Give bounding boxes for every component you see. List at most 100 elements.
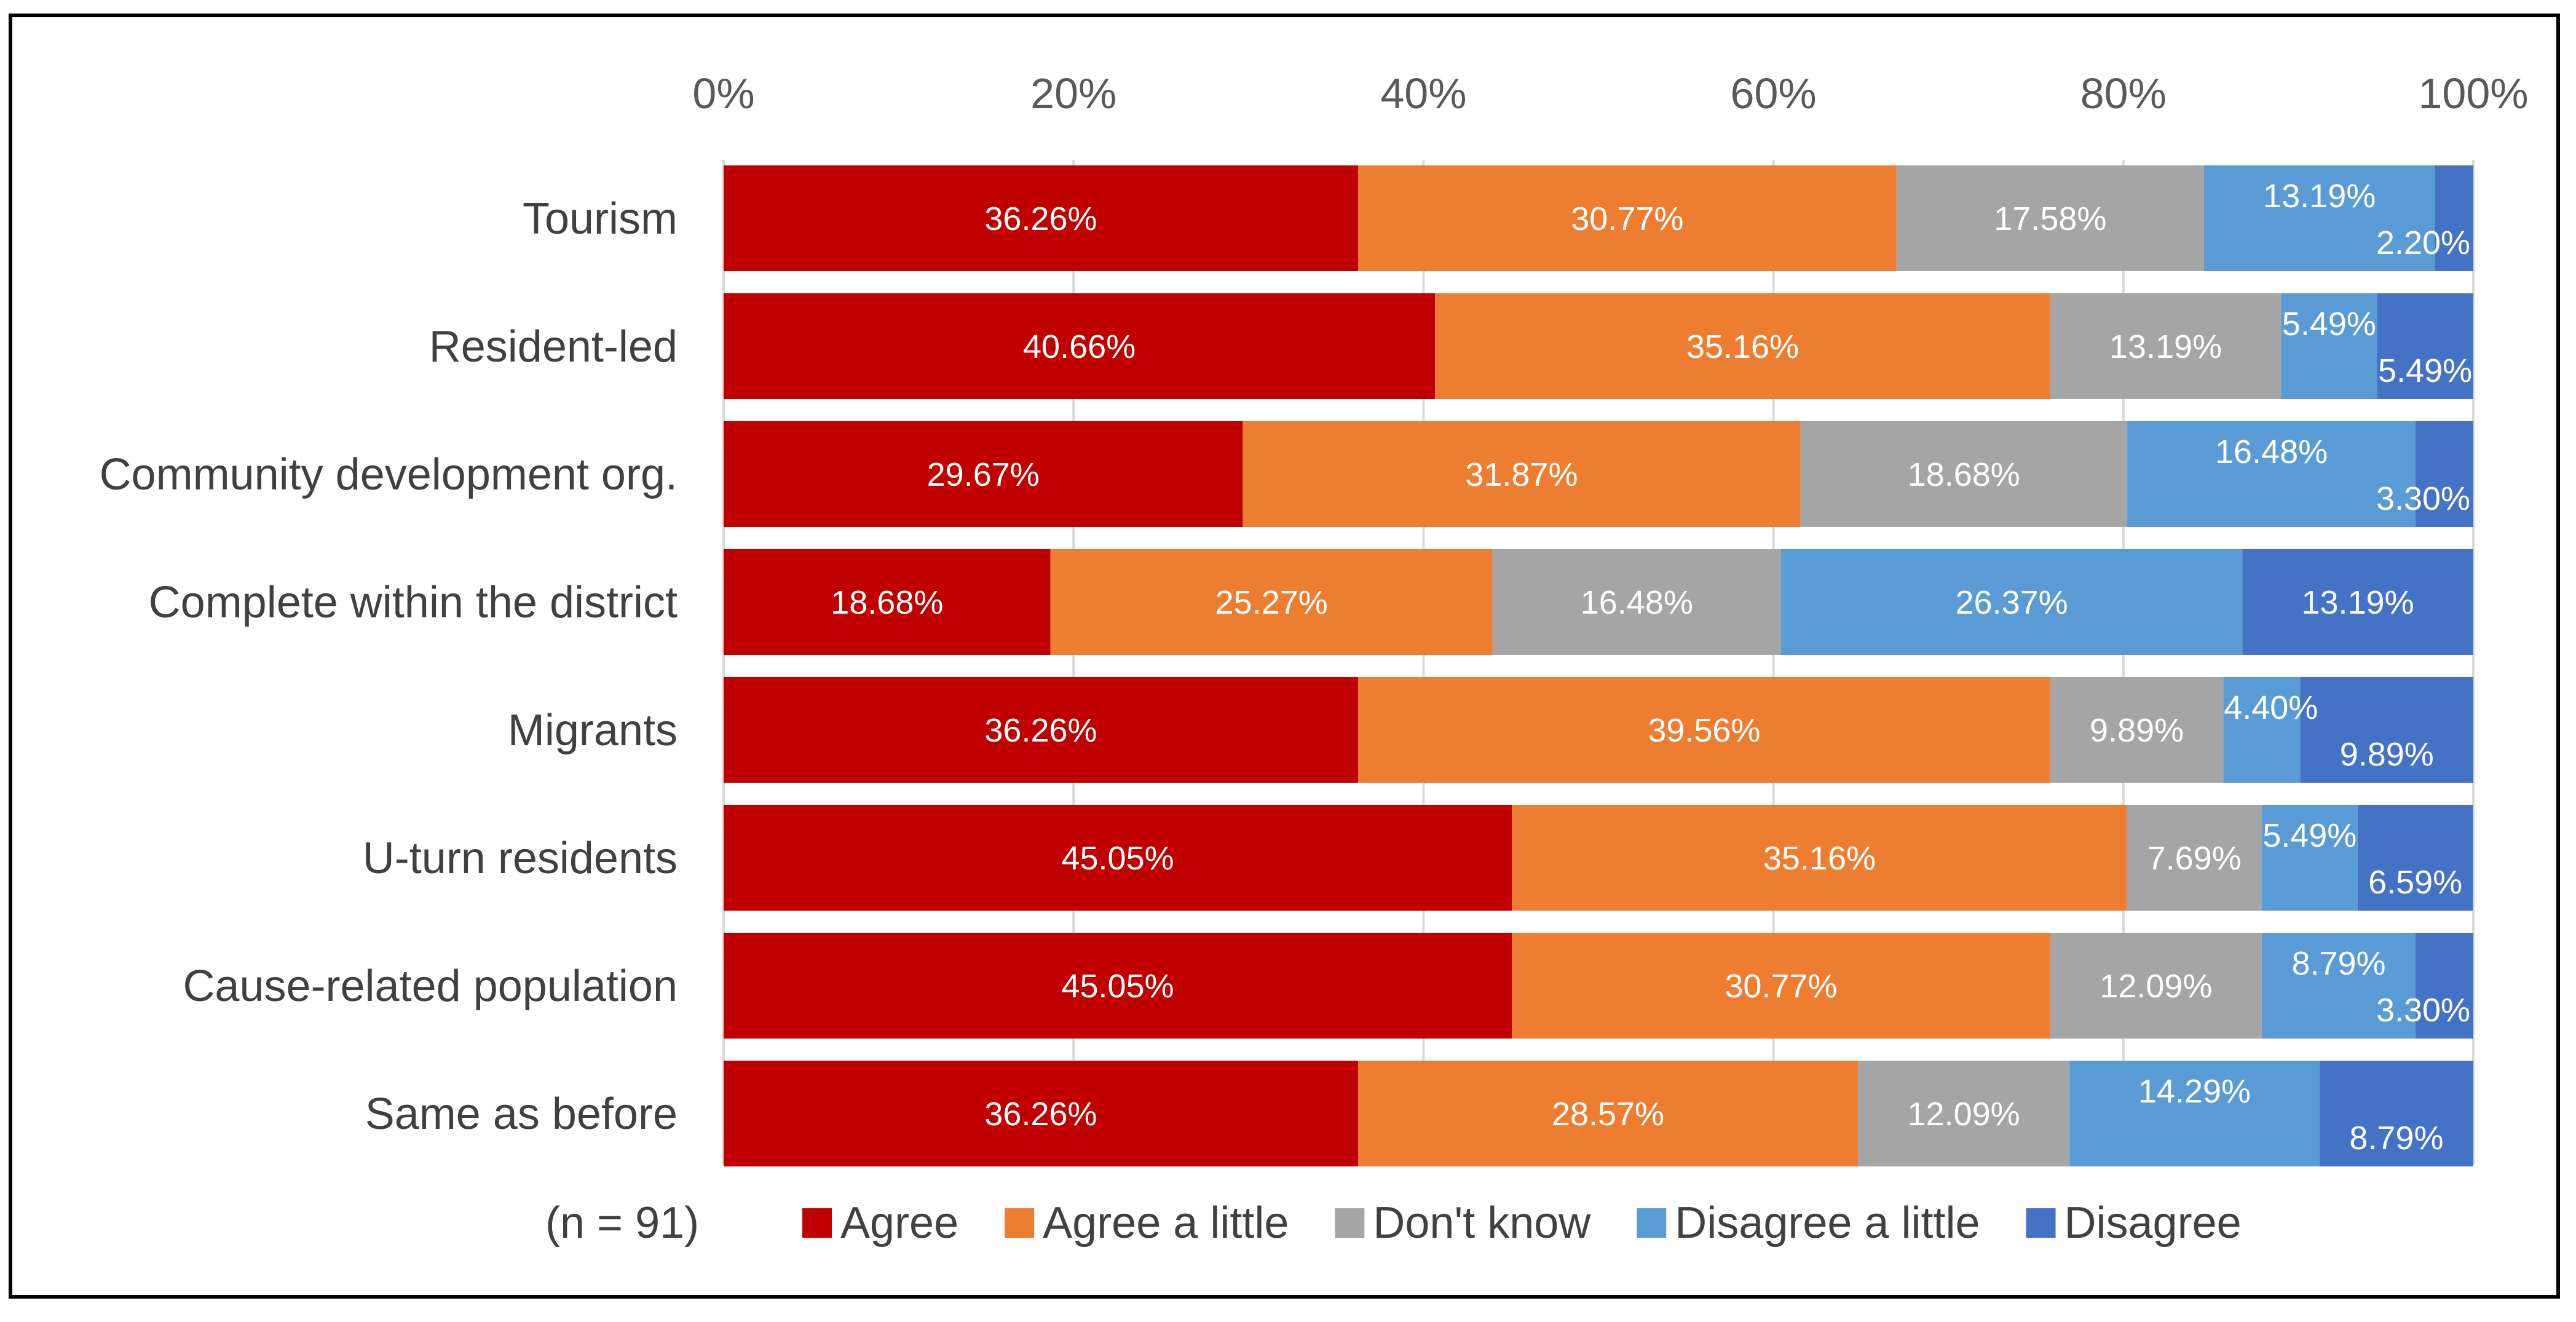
bar-segment — [2357, 805, 2473, 911]
data-label: 7.69% — [2147, 840, 2242, 877]
legend: (n = 91) Agree Agree a little Don't know Di… — [545, 1198, 2242, 1248]
data-label: 8.79% — [2349, 1120, 2443, 1157]
bar-segment — [2416, 933, 2473, 1039]
data-label: 5.49% — [2282, 306, 2376, 342]
data-label: 12.09% — [1908, 1096, 2020, 1133]
bar-segment — [2242, 549, 2473, 655]
category-label: Community development org. — [100, 450, 678, 499]
category-label: Tourism — [523, 194, 678, 243]
bar-segment — [2261, 805, 2358, 911]
bar-segment — [1858, 1061, 2070, 1166]
x-tick-label: 100% — [2418, 69, 2528, 117]
category-label: Complete within the district — [149, 578, 678, 627]
data-label: 26.37% — [1956, 584, 2068, 621]
data-label: 13.19% — [2301, 584, 2414, 621]
data-label: 36.26% — [984, 1096, 1097, 1133]
legend-swatch — [1005, 1208, 1035, 1238]
category-label: Migrants — [508, 706, 678, 755]
bar-segment — [724, 293, 1436, 399]
x-tick-label: 80% — [2080, 69, 2167, 117]
data-label: 35.16% — [1686, 328, 1799, 365]
legend-swatch — [2026, 1208, 2056, 1238]
bar-segment — [2127, 421, 2416, 527]
data-label: 3.30% — [2376, 992, 2470, 1029]
bar-segment — [1357, 165, 1897, 271]
data-label: 9.89% — [2090, 712, 2184, 749]
bar-segment — [2069, 1061, 2320, 1166]
data-label: 6.59% — [2368, 864, 2462, 901]
data-label: 9.89% — [2340, 736, 2434, 773]
bar-segment — [1243, 421, 1801, 527]
stacked-bar-chart: 36.26% 30.77% 17.58%13.19%2.20%40.66% 35.16… — [100, 69, 2529, 1248]
data-label: 17.58% — [1994, 200, 2106, 237]
data-label: 35.16% — [1763, 840, 1876, 877]
legend-label: Agree — [840, 1198, 958, 1248]
category-label: U-turn residents — [363, 834, 678, 883]
data-label: 3.30% — [2376, 480, 2470, 517]
chart-frame: 36.26% 30.77% 17.58% 13.19% 2.20% 40.66% 35.16… — [9, 14, 2560, 1299]
bar-segment — [1800, 421, 2128, 527]
bars: 36.26% 30.77% 17.58%13.19%2.20%40.66% 35.16… — [724, 165, 2473, 1166]
data-label: 30.77% — [1725, 968, 1837, 1005]
data-label: 30.77% — [1571, 200, 1683, 237]
legend-swatch — [802, 1208, 832, 1238]
data-label: 39.56% — [1648, 712, 1760, 749]
bar-segment — [2416, 421, 2473, 527]
bar-segment — [1492, 549, 1781, 655]
data-label: 13.19% — [2263, 178, 2376, 215]
data-label: 8.79% — [2291, 945, 2385, 982]
data-label: 12.09% — [2100, 968, 2212, 1005]
data-label: 45.05% — [1061, 840, 1174, 877]
bar-segment — [724, 805, 1512, 911]
data-label: 25.27% — [1215, 584, 1328, 621]
data-label: 40.66% — [1023, 328, 1136, 365]
data-label: 16.48% — [1581, 584, 1693, 621]
x-axis-ticks: 0% 20% 40% 60% 80% 100% — [692, 69, 2528, 117]
data-label: 14.29% — [2138, 1073, 2251, 1110]
bar-segment — [1435, 293, 2050, 399]
legend-label: Agree a little — [1043, 1198, 1289, 1248]
data-label: 18.68% — [831, 584, 943, 621]
bar-segment — [1896, 165, 2205, 271]
bar-segment — [1780, 549, 2243, 655]
x-tick-label: 60% — [1731, 69, 1817, 117]
legend-label: Don't know — [1373, 1198, 1591, 1248]
data-label: 36.26% — [984, 200, 1097, 237]
data-label: 13.19% — [2109, 328, 2222, 365]
data-label: 5.49% — [2378, 352, 2472, 389]
bar-segment — [724, 1061, 1358, 1166]
data-label: 31.87% — [1465, 456, 1578, 493]
data-label: 28.57% — [1552, 1096, 1664, 1133]
data-label: 4.40% — [2224, 689, 2318, 726]
bar-segment — [2319, 1061, 2473, 1166]
bar-segment — [2050, 677, 2224, 783]
bar-segment — [2127, 805, 2262, 911]
bar-segment — [1357, 1061, 1859, 1166]
bar-segment — [2435, 165, 2473, 271]
x-tick-label: 0% — [692, 69, 754, 117]
bar-segment — [724, 549, 1051, 655]
legend-swatch — [1637, 1208, 1667, 1238]
data-label: 29.67% — [927, 456, 1040, 493]
legend-label: Disagree — [2064, 1198, 2242, 1248]
bar-segment — [724, 933, 1512, 1039]
bar-segment — [2261, 933, 2416, 1039]
x-tick-label: 20% — [1030, 69, 1116, 117]
bar-segment — [2377, 293, 2473, 399]
bar-segment — [1357, 677, 2050, 783]
data-label: 5.49% — [2262, 817, 2357, 854]
data-label: 16.48% — [2215, 433, 2328, 470]
y-axis-labels: Tourism Resident-led Community development… — [100, 194, 678, 1139]
sample-size-note: (n = 91) — [545, 1198, 699, 1248]
bar-segment — [724, 677, 1358, 783]
bar-segment — [2300, 677, 2473, 783]
bar-segment — [1512, 933, 2050, 1039]
category-label: Cause-related population — [183, 962, 678, 1011]
bar-segment — [2223, 677, 2301, 783]
bar-segment — [2281, 293, 2377, 399]
category-label: Resident-led — [429, 322, 678, 371]
bar-segment — [1512, 805, 2127, 911]
data-label: 18.68% — [1908, 456, 2020, 493]
bar-segment — [724, 421, 1243, 527]
data-label: 2.20% — [2376, 224, 2470, 261]
